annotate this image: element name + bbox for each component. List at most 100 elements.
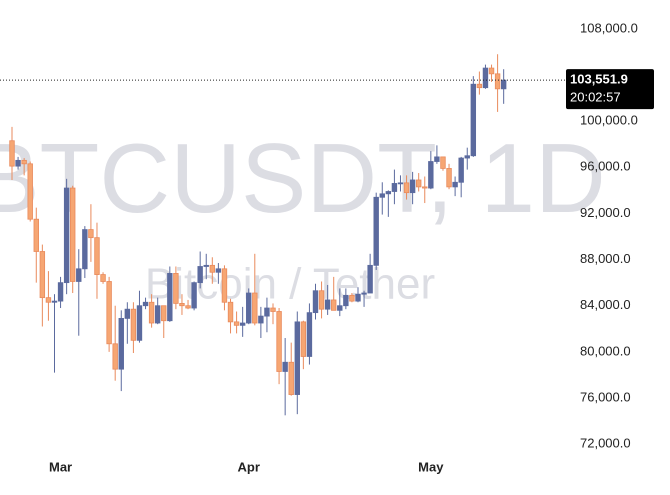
candle-body bbox=[409, 179, 416, 194]
watermark: BTCUSDT, 1D Bitcoin / Tether bbox=[0, 123, 606, 309]
candle-body bbox=[161, 305, 167, 322]
candle-body bbox=[179, 303, 185, 307]
candle-body bbox=[15, 159, 21, 167]
candle-body bbox=[276, 311, 282, 372]
candle-body bbox=[270, 307, 276, 312]
y-tick-label: 108,000.0 bbox=[580, 20, 638, 35]
candle-body bbox=[464, 155, 470, 159]
candle-body bbox=[379, 193, 385, 198]
candle-body bbox=[27, 163, 33, 220]
candle-body bbox=[215, 268, 222, 273]
candle-body bbox=[185, 305, 191, 309]
candle-body bbox=[337, 305, 343, 311]
candle-body bbox=[415, 179, 422, 188]
candle-body bbox=[403, 182, 410, 194]
candle-body bbox=[355, 293, 361, 302]
candle-body bbox=[331, 299, 337, 311]
candle-body bbox=[51, 300, 58, 303]
candle-body bbox=[197, 266, 203, 284]
candle-body bbox=[221, 268, 228, 303]
candle-body bbox=[476, 83, 483, 89]
candle-body bbox=[173, 273, 179, 304]
y-tick-label: 80,000.0 bbox=[580, 343, 631, 358]
candle-body bbox=[349, 294, 355, 302]
candle-body bbox=[343, 294, 349, 307]
candle-body bbox=[294, 321, 300, 395]
candle-body bbox=[258, 315, 264, 324]
candle-body bbox=[148, 301, 155, 324]
candle-body bbox=[57, 282, 64, 302]
candle-body bbox=[288, 361, 294, 395]
y-tick-label: 84,000.0 bbox=[580, 297, 631, 312]
x-tick-label: Apr bbox=[238, 459, 260, 474]
candle-body bbox=[306, 312, 313, 357]
candle-body bbox=[209, 264, 216, 273]
candle-body bbox=[246, 292, 252, 324]
y-tick-label: 88,000.0 bbox=[580, 251, 631, 266]
candle-body bbox=[324, 299, 331, 310]
candle-body bbox=[440, 156, 446, 169]
x-tick-label: Mar bbox=[49, 459, 72, 474]
candle-body bbox=[252, 292, 258, 324]
candle-body bbox=[494, 73, 501, 90]
y-tick-label: 100,000.0 bbox=[580, 113, 638, 128]
candle-body bbox=[482, 67, 489, 89]
candle-body bbox=[397, 182, 404, 185]
y-tick-label: 72,000.0 bbox=[580, 436, 631, 451]
candle-body bbox=[191, 282, 197, 309]
candle-body bbox=[39, 251, 46, 299]
candle-body bbox=[422, 186, 428, 189]
candle-body bbox=[106, 281, 112, 345]
price-tag-countdown: 20:02:57 bbox=[570, 90, 621, 105]
x-tick-label: May bbox=[418, 459, 444, 474]
candle-body bbox=[112, 343, 118, 370]
candle-body bbox=[88, 229, 94, 239]
candle-body bbox=[33, 218, 39, 252]
candle-body bbox=[9, 140, 15, 167]
candle-body bbox=[318, 290, 325, 310]
candle-body bbox=[100, 274, 106, 282]
candle-body bbox=[300, 321, 307, 357]
candle-body bbox=[373, 196, 379, 266]
candle-body bbox=[227, 301, 234, 323]
price-tag bbox=[566, 69, 654, 110]
candle-body bbox=[458, 157, 464, 183]
y-tick-label: 76,000.0 bbox=[580, 389, 631, 404]
candle-body bbox=[282, 361, 288, 372]
candle-body bbox=[488, 67, 495, 75]
candle-body bbox=[361, 292, 367, 295]
candle-body bbox=[21, 159, 27, 165]
candle-body bbox=[239, 322, 246, 326]
candle-body bbox=[391, 183, 398, 192]
candle-body bbox=[63, 187, 70, 284]
candle-body bbox=[367, 264, 373, 294]
watermark-title: BTCUSDT, 1D bbox=[0, 123, 606, 233]
candle-body bbox=[446, 168, 452, 188]
candle-body bbox=[470, 83, 477, 157]
candle-body bbox=[167, 273, 173, 322]
candle-body bbox=[434, 156, 440, 162]
y-tick-label: 96,000.0 bbox=[580, 159, 631, 174]
candle-body bbox=[312, 290, 319, 314]
candle-body bbox=[452, 181, 458, 188]
candle-body bbox=[203, 264, 209, 267]
candle-body bbox=[136, 305, 143, 341]
candle-body bbox=[500, 79, 507, 90]
y-tick-label: 92,000.0 bbox=[580, 205, 631, 220]
candle-body bbox=[154, 305, 161, 324]
candle-body bbox=[130, 308, 137, 341]
candle-body bbox=[233, 321, 240, 326]
candle-body bbox=[82, 229, 88, 270]
candle-body bbox=[76, 268, 82, 282]
candle-body bbox=[45, 297, 52, 303]
candle-body bbox=[94, 237, 100, 275]
candle-body bbox=[70, 187, 76, 282]
candle-body bbox=[385, 191, 392, 195]
price-tag-value: 103,551.9 bbox=[570, 72, 628, 87]
candle-body bbox=[428, 161, 434, 189]
candle-body bbox=[118, 318, 124, 370]
candle-body bbox=[142, 301, 149, 307]
candle-body bbox=[264, 307, 270, 317]
